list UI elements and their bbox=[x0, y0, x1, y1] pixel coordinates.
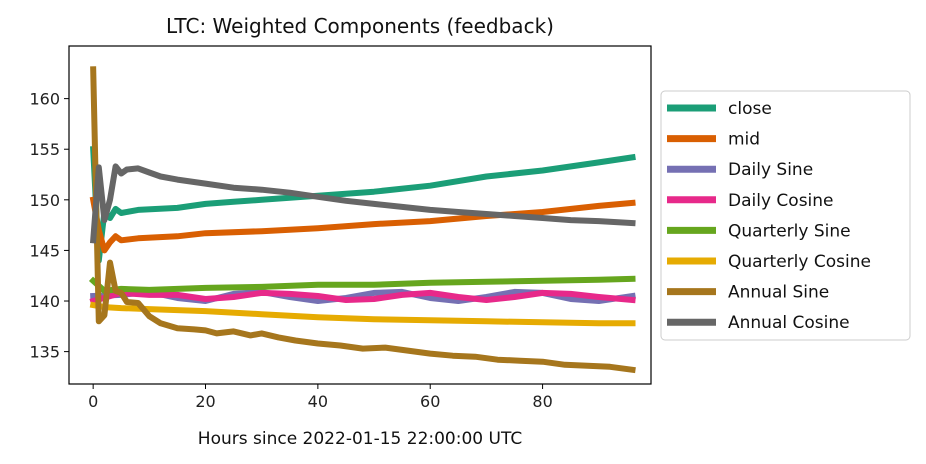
legend-label: Annual Sine bbox=[728, 283, 829, 303]
legend-label: Quarterly Cosine bbox=[728, 252, 871, 272]
x-tick-label: 40 bbox=[308, 392, 328, 411]
legend-label: Daily Sine bbox=[728, 160, 813, 180]
legend-frame bbox=[660, 90, 911, 341]
plot-frame bbox=[68, 45, 652, 385]
chart-title: LTC: Weighted Components (feedback) bbox=[166, 14, 554, 38]
legend-label: mid bbox=[728, 130, 760, 150]
legend-label: Daily Cosine bbox=[728, 191, 834, 211]
y-tick-label: 160 bbox=[29, 90, 60, 109]
y-tick-label: 140 bbox=[29, 292, 60, 311]
x-tick-label: 20 bbox=[195, 392, 215, 411]
y-tick-label: 145 bbox=[29, 241, 60, 260]
series-line-quarterly-sine bbox=[88, 275, 636, 294]
x-axis-label: Hours since 2022-01-15 22:00:00 UTC bbox=[198, 429, 522, 449]
series-line-close bbox=[90, 146, 636, 264]
y-tick-label: 155 bbox=[29, 140, 60, 159]
x-tick-label: 80 bbox=[532, 392, 552, 411]
series-line-daily-cosine bbox=[89, 289, 636, 305]
y-tick-label: 150 bbox=[29, 191, 60, 210]
x-tick-label: 60 bbox=[420, 392, 440, 411]
y-tick-label: 135 bbox=[29, 343, 60, 362]
legend-label: close bbox=[728, 99, 772, 119]
legend-label: Annual Cosine bbox=[728, 313, 850, 333]
series-line-quarterly-cosine bbox=[89, 301, 636, 327]
x-tick-label: 0 bbox=[88, 392, 98, 411]
legend-label: Quarterly Sine bbox=[728, 221, 851, 241]
series-line-annual-sine bbox=[90, 66, 636, 374]
series-line-annual-cosine bbox=[89, 163, 636, 244]
legend: close mid Daily Sine Daily Cosine Quarterly … bbox=[660, 90, 911, 341]
